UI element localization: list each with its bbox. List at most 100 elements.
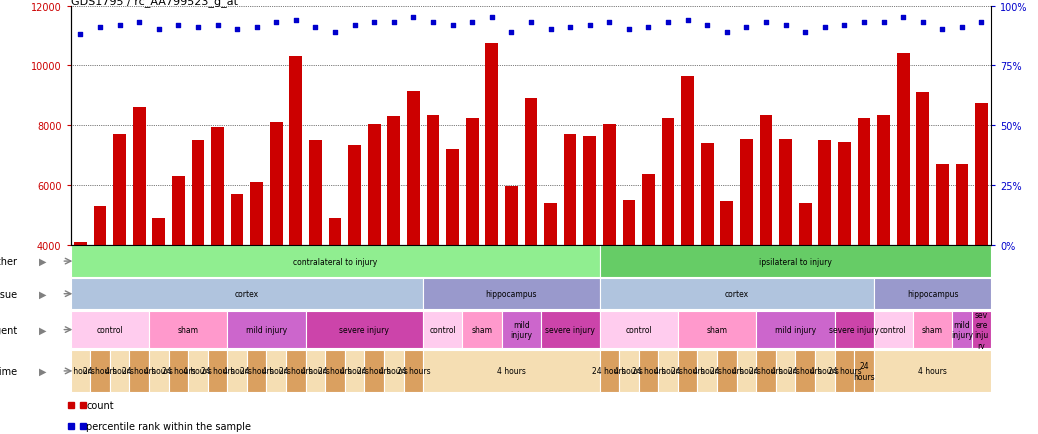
Text: mild
injury: mild injury <box>951 320 973 339</box>
Bar <box>90 350 110 392</box>
Bar <box>211 127 224 365</box>
Bar <box>780 139 792 365</box>
Bar <box>757 350 775 392</box>
Bar <box>600 279 874 310</box>
Bar <box>227 350 247 392</box>
Bar <box>345 350 364 392</box>
Bar <box>701 144 713 365</box>
Bar <box>737 350 757 392</box>
Bar <box>168 350 188 392</box>
Bar <box>600 311 678 349</box>
Point <box>248 24 265 31</box>
Point <box>444 22 461 29</box>
Text: 24 hours: 24 hours <box>279 367 312 375</box>
Text: 4 hours: 4 hours <box>144 367 173 375</box>
Text: 24 hours: 24 hours <box>162 367 195 375</box>
Bar <box>600 350 619 392</box>
Text: mild injury: mild injury <box>246 326 288 334</box>
Text: cortex: cortex <box>235 289 258 299</box>
Text: control: control <box>625 326 652 334</box>
Bar <box>643 175 655 365</box>
Bar <box>286 350 305 392</box>
Text: control: control <box>430 326 456 334</box>
Bar <box>619 350 638 392</box>
Bar <box>972 311 991 349</box>
Bar <box>71 350 90 392</box>
Bar <box>504 187 518 365</box>
Text: sham: sham <box>177 326 198 334</box>
Bar <box>148 311 227 349</box>
Point <box>660 20 677 26</box>
Bar <box>148 350 168 392</box>
Point <box>914 20 931 26</box>
Text: agent: agent <box>0 325 18 335</box>
Bar <box>956 164 968 365</box>
Bar <box>110 350 130 392</box>
Bar <box>309 141 322 365</box>
Text: 24 hours: 24 hours <box>593 367 626 375</box>
Bar <box>424 311 462 349</box>
Text: mild
injury: mild injury <box>510 320 532 339</box>
Text: sham: sham <box>707 326 728 334</box>
Bar <box>795 350 815 392</box>
Point <box>523 20 540 26</box>
Bar <box>603 125 616 365</box>
Bar <box>227 311 305 349</box>
Bar <box>93 207 106 365</box>
Point <box>170 22 187 29</box>
Bar <box>835 311 874 349</box>
Point <box>718 29 735 36</box>
Text: sham: sham <box>922 326 943 334</box>
Text: 4 hours: 4 hours <box>379 367 408 375</box>
Text: 4 hours: 4 hours <box>771 367 800 375</box>
Text: sev
ere
inju
ry: sev ere inju ry <box>975 310 988 350</box>
Text: contralateral to injury: contralateral to injury <box>293 257 377 266</box>
Text: tissue: tissue <box>0 289 18 299</box>
Text: 24 hours: 24 hours <box>122 367 156 375</box>
Bar <box>290 57 302 365</box>
Text: 24 hours: 24 hours <box>83 367 117 375</box>
Text: 4 hours: 4 hours <box>301 367 330 375</box>
Bar <box>638 350 658 392</box>
Text: other: other <box>0 256 18 266</box>
Bar <box>113 135 126 365</box>
Bar <box>462 311 501 349</box>
Text: 24 hours: 24 hours <box>397 367 430 375</box>
Text: 24 hours: 24 hours <box>200 367 235 375</box>
Bar <box>815 350 835 392</box>
Bar <box>364 350 384 392</box>
Bar <box>757 311 835 349</box>
Bar <box>897 54 909 365</box>
Bar <box>818 141 831 365</box>
Point <box>111 22 128 29</box>
Text: hippocampus: hippocampus <box>486 289 537 299</box>
Point <box>621 27 637 34</box>
Bar <box>71 279 424 310</box>
Bar <box>661 118 675 365</box>
Point <box>738 24 755 31</box>
Bar <box>623 201 635 365</box>
Point <box>699 22 715 29</box>
Bar <box>424 350 600 392</box>
Point <box>327 29 344 36</box>
Text: 4 hours: 4 hours <box>223 367 251 375</box>
Text: 4 hours: 4 hours <box>497 367 526 375</box>
Text: ▶: ▶ <box>39 366 47 376</box>
Bar <box>975 103 988 365</box>
Point <box>895 15 911 22</box>
Bar <box>717 350 737 392</box>
Point <box>758 20 774 26</box>
Bar <box>247 350 267 392</box>
Text: 24 hours: 24 hours <box>827 367 862 375</box>
Bar <box>501 311 541 349</box>
Text: percentile rank within the sample: percentile rank within the sample <box>86 421 251 431</box>
Text: hippocampus: hippocampus <box>907 289 958 299</box>
Text: count: count <box>86 400 114 410</box>
Bar <box>720 202 733 365</box>
Point <box>210 22 226 29</box>
Point <box>542 27 558 34</box>
Bar <box>799 204 812 365</box>
Bar <box>172 177 185 365</box>
Point <box>385 20 402 26</box>
Bar <box>541 311 600 349</box>
